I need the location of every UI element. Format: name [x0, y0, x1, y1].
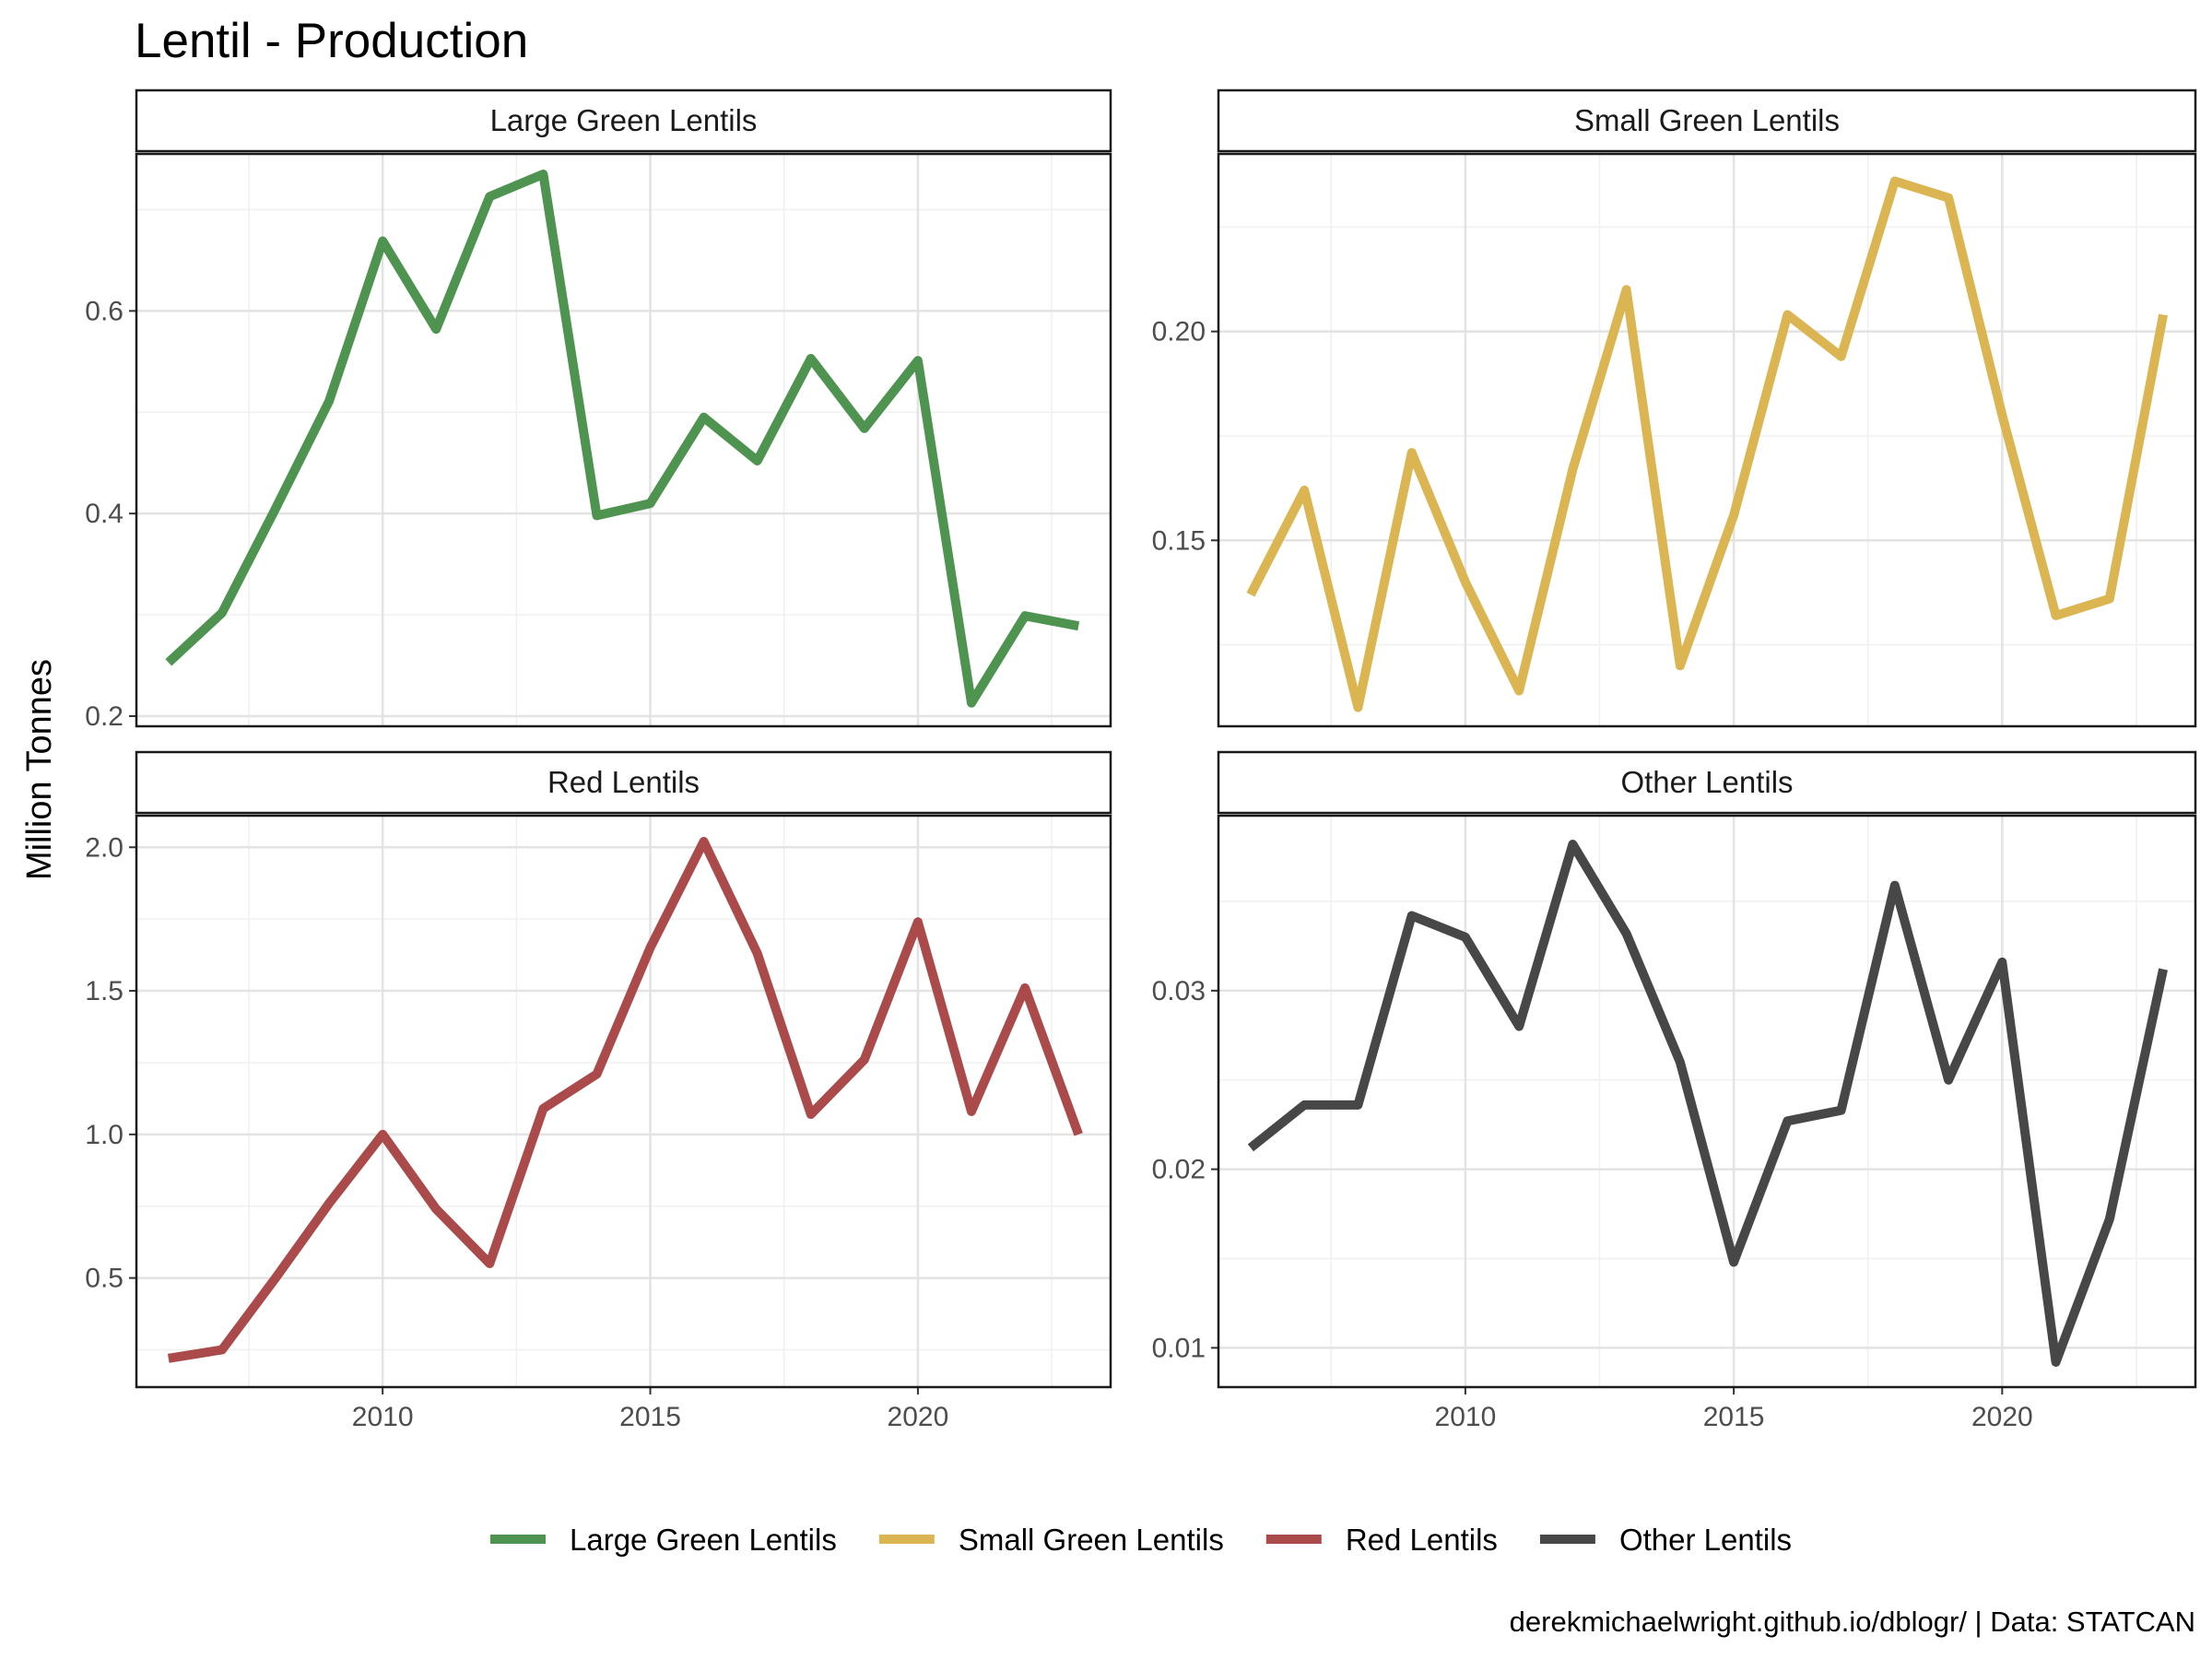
x-tick-label: 2015	[619, 1402, 681, 1432]
facet-panels: Large Green Lentils 0.2 0.4 0.6 Small Green …	[85, 88, 2197, 1432]
y-tick-label: 0.20	[1152, 317, 1206, 347]
y-tick-label: 0.02	[1152, 1155, 1206, 1185]
strip-background	[135, 88, 1112, 153]
panel-border	[1217, 814, 2197, 1389]
x-tick-label: 2010	[352, 1402, 414, 1432]
plot-background	[1218, 816, 2195, 1387]
legend-item-small-green-lentils: Small Green Lentils	[878, 1523, 1224, 1557]
series-line-small-green-lentils	[1246, 176, 2169, 712]
legend-label: Red Lentils	[1346, 1523, 1498, 1557]
y-tick-label: 1.0	[85, 1120, 124, 1150]
legend-item-large-green-lentils: Large Green Lentils	[490, 1523, 837, 1557]
panel-other-lentils: Other Lentils 0.01 0.02 0.03 2010 2015 2020	[1152, 750, 2197, 1432]
panel-large-green-lentils: Large Green Lentils 0.2 0.4 0.6	[85, 88, 1112, 732]
panel-border	[135, 814, 1112, 1389]
strip-label: Large Green Lentils	[490, 103, 758, 137]
y-tick-label: 0.5	[85, 1264, 124, 1294]
y-tick-label: 2.0	[85, 832, 124, 863]
legend-label: Small Green Lentils	[959, 1523, 1224, 1557]
y-tick-label: 0.4	[85, 499, 124, 529]
legend-item-other-lentils: Other Lentils	[1539, 1523, 1792, 1557]
y-tick-label: 0.2	[85, 701, 124, 732]
strip-background	[135, 750, 1112, 815]
y-tick-label: 0.15	[1152, 525, 1206, 556]
legend: Large Green Lentils Small Green Lentils Re…	[490, 1523, 1792, 1557]
x-tick-label: 2020	[888, 1402, 949, 1432]
panel-border	[135, 152, 1112, 728]
y-axis-label: Million Tonnes	[20, 659, 59, 880]
y-tick-label: 1.5	[85, 976, 124, 1006]
panel-border	[1217, 152, 2197, 728]
x-tick-label: 2015	[1703, 1402, 1765, 1432]
legend-item-red-lentils: Red Lentils	[1265, 1523, 1498, 1557]
x-tick-label: 2010	[1435, 1402, 1497, 1432]
y-tick-label: 0.01	[1152, 1333, 1206, 1363]
gridlines	[136, 816, 1111, 1387]
strip-background	[1217, 750, 2197, 815]
strip-label: Small Green Lentils	[1574, 103, 1840, 137]
series-line-red-lentils	[168, 837, 1083, 1363]
y-tick-label: 0.6	[85, 296, 124, 326]
series-line-other-lentils	[1247, 840, 2168, 1367]
x-tick-label: 2020	[1971, 1402, 2033, 1432]
plot-background	[136, 154, 1111, 726]
plot-background	[136, 816, 1111, 1387]
y-tick-label: 0.03	[1152, 976, 1206, 1006]
legend-label: Other Lentils	[1619, 1523, 1792, 1557]
chart-title: Lentil - Production	[135, 14, 528, 68]
legend-label: Large Green Lentils	[570, 1523, 837, 1557]
caption: derekmichaelwright.github.io/dblogr/ | D…	[1510, 1606, 2195, 1638]
series-line-large-green-lentils	[165, 170, 1080, 708]
plot-background	[1218, 154, 2195, 726]
strip-label: Other Lentils	[1620, 765, 1793, 799]
panel-small-green-lentils: Small Green Lentils 0.15 0.20	[1152, 88, 2197, 728]
panel-red-lentils: Red Lentils 0.5 1.0 1.5 2.0 2010 2015 2020	[85, 750, 1112, 1432]
strip-label: Red Lentils	[547, 765, 700, 799]
strip-background	[1217, 88, 2197, 153]
gridlines	[1218, 816, 2195, 1387]
